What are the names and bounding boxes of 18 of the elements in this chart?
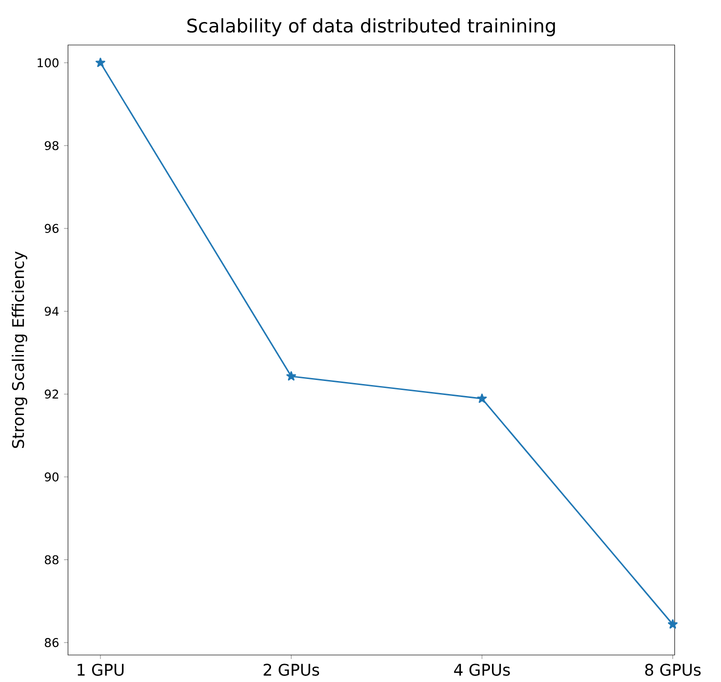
chart-title: Scalability of data distributed trainining xyxy=(187,18,555,36)
y-tick-label: 98 xyxy=(44,141,58,150)
y-tick-label: 90 xyxy=(44,472,58,482)
x-tick-label: 4 GPUs xyxy=(454,664,510,676)
x-tick-label: 8 GPUs xyxy=(645,664,701,676)
point xyxy=(477,394,487,403)
y-tick-label: 86 xyxy=(44,638,59,648)
y-axis-title: Strong Scaling Efficiency xyxy=(12,251,28,448)
x-tick-label: 1 GPU xyxy=(78,664,124,676)
y-tick-label: 94 xyxy=(44,306,59,316)
point xyxy=(96,58,106,68)
y-tick-label: 96 xyxy=(44,224,59,233)
x-tick-label: 2 GPUs xyxy=(264,664,320,676)
point xyxy=(668,619,678,629)
point xyxy=(286,371,296,381)
y-tick-label: 100 xyxy=(38,58,58,68)
y-tick-label: 92 xyxy=(44,390,58,399)
y-tick-label: 88 xyxy=(44,555,58,564)
